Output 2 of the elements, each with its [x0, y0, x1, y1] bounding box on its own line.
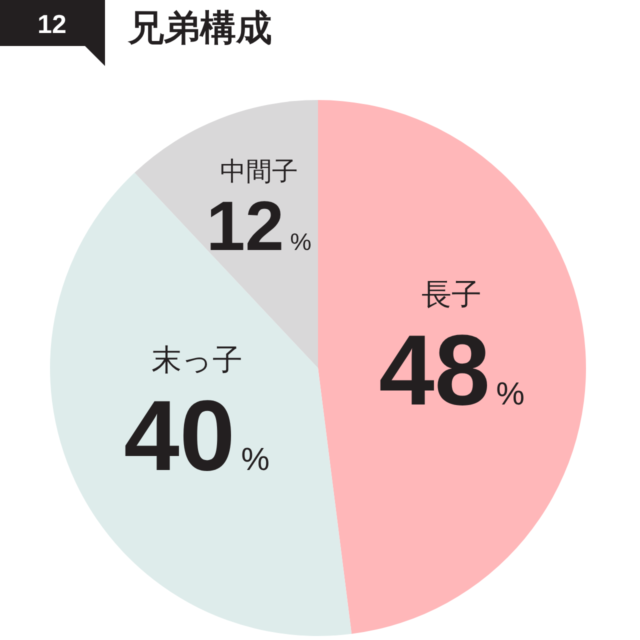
title: 兄弟構成	[128, 7, 272, 48]
badge: 12	[0, 0, 105, 66]
